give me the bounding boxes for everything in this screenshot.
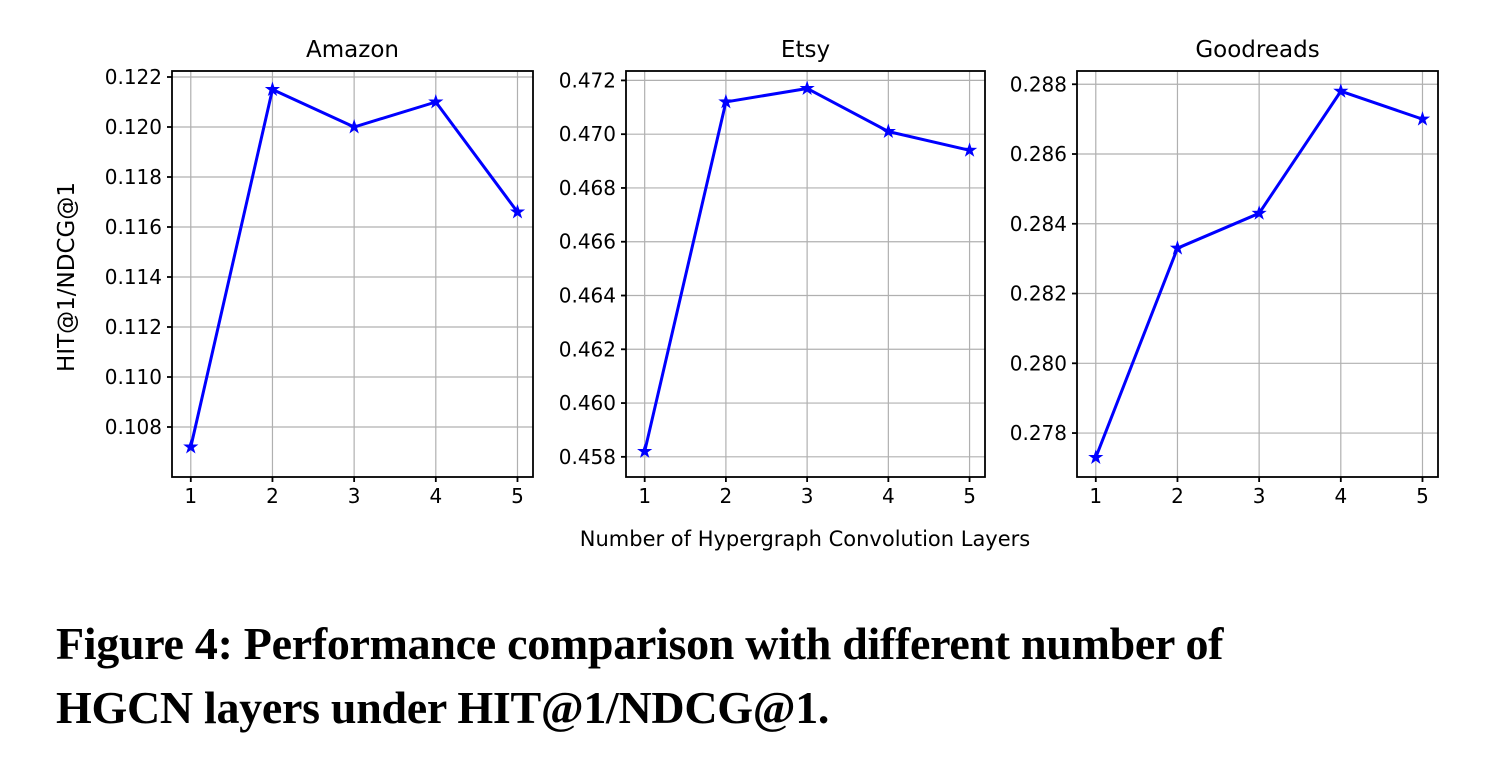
y-tick-label: 0.286 — [1010, 142, 1067, 166]
axis-ticks — [167, 76, 519, 482]
data-point-marker — [183, 439, 199, 454]
y-tick-label: 0.458 — [559, 445, 616, 469]
x-axis-label: Number of Hypergraph Convolution Layers — [580, 527, 1030, 551]
caption-line-2: HGCN layers under HIT@1/NDCG@1. — [56, 682, 830, 733]
chart-amazon: 0.108 0.110 0.112 0.114 0.116 0.118 0.120 0.122… — [105, 37, 534, 508]
figure-caption: Figure 4: Performance comparison with di… — [56, 612, 1476, 740]
gridlines — [626, 71, 985, 477]
data-point-marker — [509, 204, 526, 219]
x-tick-label: 1 — [638, 484, 651, 508]
axis-ticks — [621, 79, 971, 482]
chart-title: Amazon — [306, 37, 399, 63]
axis-ticks — [1072, 83, 1424, 482]
chart-title: Etsy — [781, 37, 830, 63]
x-tick-label: 3 — [348, 484, 361, 508]
data-point-marker — [428, 94, 444, 109]
x-tick-label: 4 — [1334, 484, 1347, 508]
x-tick-label: 2 — [266, 484, 279, 508]
data-point-marker — [799, 80, 815, 95]
data-point-marker — [880, 123, 896, 138]
x-tick-label: 1 — [1089, 484, 1102, 508]
gridlines — [172, 71, 533, 477]
y-tick-labels: 0.278 0.280 0.282 0.284 0.286 0.288 — [1010, 72, 1067, 445]
x-tick-labels: 1 2 3 4 5 — [638, 484, 976, 508]
chart-etsy: 0.458 0.460 0.462 0.464 0.466 0.468 0.470 0.472… — [559, 37, 986, 508]
data-point-marker — [637, 443, 653, 458]
y-tick-labels: 0.108 0.110 0.112 0.114 0.116 0.118 0.120 0.122 — [105, 65, 162, 439]
y-tick-labels: 0.458 0.460 0.462 0.464 0.466 0.468 0.470 0.472 — [559, 68, 616, 468]
chart-title: Goodreads — [1195, 37, 1319, 63]
y-tick-label: 0.468 — [559, 176, 616, 200]
data-point-marker — [264, 81, 281, 96]
y-tick-label: 0.288 — [1010, 72, 1067, 96]
caption-line-1: Figure 4: Performance comparison with di… — [56, 618, 1224, 669]
x-tick-labels: 1 2 3 4 5 — [1089, 484, 1428, 508]
y-tick-label: 0.120 — [105, 115, 162, 139]
y-tick-label: 0.112 — [105, 315, 162, 339]
y-tick-label: 0.466 — [559, 230, 616, 254]
plot-border — [1076, 70, 1439, 478]
y-tick-label: 0.118 — [105, 165, 162, 189]
plot-border — [171, 70, 534, 478]
chart-goodreads: 0.278 0.280 0.282 0.284 0.286 0.288 1 2 3 4 5 Goodr… — [1010, 37, 1439, 508]
y-axis-label: HIT@1/NDCG@1 — [54, 182, 80, 372]
y-tick-label: 0.470 — [559, 122, 616, 146]
data-markers — [1088, 83, 1431, 464]
y-tick-label: 0.110 — [105, 365, 162, 389]
x-tick-label: 5 — [1416, 484, 1429, 508]
y-tick-label: 0.114 — [105, 265, 162, 289]
data-point-marker — [1414, 111, 1431, 126]
y-tick-label: 0.108 — [105, 415, 162, 439]
x-tick-label: 3 — [801, 484, 814, 508]
data-point-marker — [1088, 449, 1104, 464]
data-point-marker — [718, 93, 734, 109]
x-tick-label: 4 — [882, 484, 895, 508]
charts-root: 0.108 0.110 0.112 0.114 0.116 0.118 0.120 0.122… — [105, 37, 1439, 508]
x-tick-labels: 1 2 3 4 5 — [184, 484, 523, 508]
y-tick-label: 0.116 — [105, 215, 162, 239]
y-tick-label: 0.282 — [1010, 282, 1067, 306]
x-tick-label: 2 — [1171, 484, 1184, 508]
x-tick-label: 5 — [511, 484, 524, 508]
y-tick-label: 0.472 — [559, 68, 616, 92]
y-tick-label: 0.122 — [105, 65, 162, 89]
charts-canvas: 0.108 0.110 0.112 0.114 0.116 0.118 0.120 0.122… — [54, 37, 1439, 551]
y-tick-label: 0.460 — [559, 391, 616, 415]
y-tick-label: 0.280 — [1010, 351, 1067, 375]
data-markers — [637, 80, 978, 458]
y-tick-label: 0.462 — [559, 337, 616, 361]
data-point-marker — [1251, 205, 1267, 220]
data-point-marker — [1169, 240, 1186, 255]
x-tick-label: 5 — [963, 484, 976, 508]
y-tick-label: 0.278 — [1010, 421, 1067, 445]
plot-border — [625, 70, 986, 478]
x-tick-label: 2 — [720, 484, 733, 508]
data-point-marker — [346, 119, 362, 134]
gridlines — [1077, 71, 1438, 477]
y-tick-label: 0.464 — [559, 284, 616, 308]
x-tick-label: 4 — [429, 484, 442, 508]
y-tick-label: 0.284 — [1010, 212, 1067, 236]
x-tick-label: 3 — [1253, 484, 1266, 508]
data-point-marker — [1333, 83, 1349, 98]
x-tick-label: 1 — [184, 484, 197, 508]
data-markers — [183, 81, 526, 454]
data-point-marker — [961, 142, 978, 157]
